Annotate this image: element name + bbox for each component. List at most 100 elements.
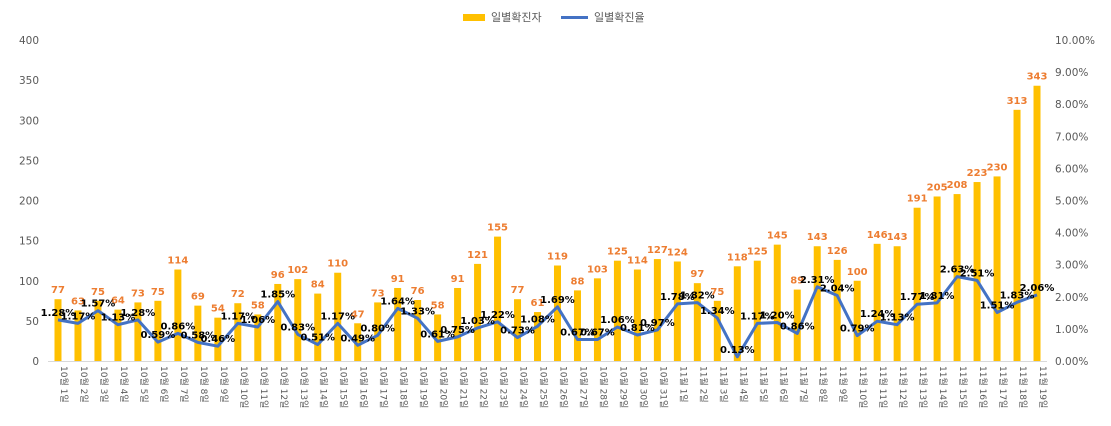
bar-value-label: 63 xyxy=(71,296,85,307)
category-label: 10월 31일 xyxy=(657,366,669,408)
right-tick-label: 8.00% xyxy=(1055,99,1088,111)
bar xyxy=(913,207,921,361)
bar-value-label: 191 xyxy=(907,194,928,205)
bar xyxy=(434,314,442,361)
rate-value-label: 2.51% xyxy=(960,268,995,279)
rate-value-label: 0.75% xyxy=(440,325,475,336)
bar-value-label: 97 xyxy=(690,269,704,280)
category-label: 11월 8일 xyxy=(817,366,829,403)
bar xyxy=(394,287,402,361)
bar-value-label: 73 xyxy=(131,288,145,299)
category-label: 10월 22일 xyxy=(478,366,490,408)
bar-value-label: 75 xyxy=(91,287,105,298)
bar-value-label: 91 xyxy=(451,274,465,285)
bar-value-label: 103 xyxy=(587,264,608,275)
bar-value-label: 72 xyxy=(231,289,245,300)
bar xyxy=(234,303,242,361)
bar xyxy=(454,287,462,361)
category-label: 11월 7일 xyxy=(797,366,809,403)
bar-value-label: 77 xyxy=(51,285,65,296)
bar-value-label: 89 xyxy=(790,276,804,287)
bar-value-label: 146 xyxy=(867,230,888,241)
rate-value-label: 2.06% xyxy=(1020,283,1055,294)
legend-bar-label: 일별확진자 xyxy=(491,10,542,24)
left-tick-label: 0 xyxy=(32,356,39,368)
bar-value-label: 77 xyxy=(511,285,525,296)
bar xyxy=(334,272,342,361)
bar xyxy=(933,196,941,361)
category-label: 10월 19일 xyxy=(418,366,430,408)
bar-value-label: 119 xyxy=(547,252,568,263)
bar xyxy=(773,244,781,361)
bar-value-label: 75 xyxy=(151,287,165,298)
rate-value-label: 1.78% xyxy=(660,292,695,303)
bar-value-label: 47 xyxy=(351,309,365,320)
category-label: 11월 18일 xyxy=(1017,366,1029,408)
right-tick-label: 7.00% xyxy=(1055,131,1088,143)
category-label: 10월 23일 xyxy=(498,366,510,408)
right-tick-label: 10.00% xyxy=(1055,35,1095,47)
rate-value-label: 1.64% xyxy=(380,296,415,307)
rate-value-label: 1.28% xyxy=(121,308,156,319)
bar-value-label: 313 xyxy=(1007,96,1028,107)
bar xyxy=(254,314,262,361)
bar xyxy=(1033,85,1041,362)
rate-value-label: 1.17% xyxy=(740,311,775,322)
bar xyxy=(274,283,282,361)
bar xyxy=(833,259,841,361)
category-label: 10월 5일 xyxy=(138,366,150,403)
bar-value-label: 84 xyxy=(311,280,325,291)
bar xyxy=(993,176,1001,361)
bar-value-label: 91 xyxy=(391,274,405,285)
category-label: 10월 24일 xyxy=(518,366,530,408)
category-label: 11월 15일 xyxy=(957,366,969,408)
category-label: 11월 6일 xyxy=(777,366,789,403)
left-tick-label: 50 xyxy=(26,316,39,328)
bar xyxy=(553,265,561,361)
rate-value-label: 0.61% xyxy=(420,329,455,340)
bar-value-label: 110 xyxy=(327,259,348,270)
right-tick-label: 6.00% xyxy=(1055,163,1088,175)
right-tick-label: 5.00% xyxy=(1055,196,1088,208)
rate-value-label: 1.81% xyxy=(920,291,955,302)
rate-value-label: 0.79% xyxy=(840,324,875,335)
bar-value-label: 114 xyxy=(627,256,648,267)
category-label: 10월 15일 xyxy=(338,366,350,408)
right-tick-label: 2.00% xyxy=(1055,292,1088,304)
rate-value-label: 0.86% xyxy=(780,321,815,332)
bar xyxy=(194,305,202,361)
bar-value-label: 75 xyxy=(710,287,724,298)
rate-value-label: 0.51% xyxy=(300,333,335,344)
rate-value-label: 1.51% xyxy=(980,301,1015,312)
rate-value-label: 1.03% xyxy=(460,316,495,327)
left-axis: 0 50 100 150 200 250 300 350 400 xyxy=(19,35,39,368)
bar xyxy=(673,261,681,361)
category-label: 11월 17일 xyxy=(997,366,1009,408)
rate-value-label: 0.13% xyxy=(720,345,755,356)
bar-value-label: 69 xyxy=(191,292,205,303)
rate-value-label: 1.24% xyxy=(860,309,895,320)
bar xyxy=(733,266,741,361)
bar-value-label: 100 xyxy=(847,267,868,278)
category-label: 11월 5일 xyxy=(757,366,769,403)
category-label: 10월 8일 xyxy=(198,366,210,403)
category-label: 10월 30일 xyxy=(637,366,649,408)
category-label: 11월 11일 xyxy=(877,366,889,408)
bar xyxy=(54,299,62,361)
right-axis: 0.00% 1.00% 2.00% 3.00% 4.00% 5.00% 6.00% 7.00%… xyxy=(1055,35,1095,368)
bar-value-label: 127 xyxy=(647,245,668,256)
left-tick-label: 200 xyxy=(19,196,39,208)
bar xyxy=(214,317,222,361)
category-label: 10월 18일 xyxy=(398,366,410,408)
bar xyxy=(653,259,661,361)
bar xyxy=(494,236,502,361)
rate-value-label: 1.06% xyxy=(240,315,275,326)
category-label: 10월 9일 xyxy=(218,366,230,403)
x-axis: 10월 1일 10월 2일 10월 3일 10월 4일 10월 5일 10월 6일 10월 … xyxy=(48,361,1049,408)
bar xyxy=(154,300,162,361)
bar xyxy=(514,299,522,361)
bar-value-label: 121 xyxy=(467,250,488,261)
category-label: 10월 3일 xyxy=(98,366,110,403)
